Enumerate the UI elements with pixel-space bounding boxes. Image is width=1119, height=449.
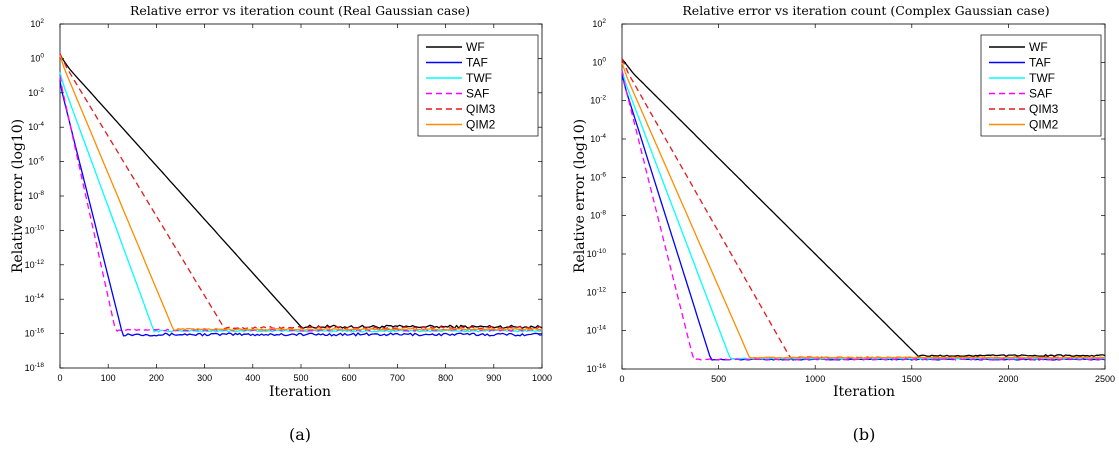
chart-a-series-qim2: [59, 55, 543, 331]
chart-b-y-tick-label: 10-2: [590, 95, 606, 106]
chart-b-ticks: 0 500 1000 1500 2000 2500 10-16 10-14 10-12 10-10…: [587, 18, 1115, 384]
chart-panel-b: Relative error vs iteration count (Compl…: [572, 3, 1115, 444]
chart-b-title: Relative error vs iteration count (Compl…: [682, 3, 1049, 18]
chart-b-legend-box: [980, 34, 1102, 137]
chart-b-series-saf: [621, 70, 1106, 361]
chart-b-legend-label: SAF: [1029, 87, 1052, 101]
chart-a-y-tick-label: 10-2: [28, 87, 44, 98]
chart-a-legend-label: QIM2: [466, 118, 496, 132]
chart-b-series-twf: [621, 70, 1106, 360]
chart-a-y-tick-label: 10-8: [28, 190, 44, 201]
chart-b-y-tick-label: 10-14: [587, 325, 607, 336]
chart-b-series-qim2: [621, 62, 1106, 359]
chart-b-legend-label: WF: [1029, 40, 1048, 54]
chart-b-x-tick-label: 2000: [998, 374, 1018, 384]
chart-b-y-tick-label: 10-4: [590, 133, 606, 144]
chart-a-x-tick-label: 500: [293, 373, 308, 383]
chart-a-series-qim3: [59, 53, 543, 330]
chart-a-x-tick-label: 200: [149, 373, 164, 383]
chart-a-legend-box: [417, 34, 539, 137]
chart-a-x-tick-label: 900: [486, 373, 501, 383]
chart-b-x-tick-label: 1000: [805, 374, 825, 384]
chart-a-x-label: Iteration: [269, 384, 331, 400]
chart-a-y-tick-label: 10-12: [25, 259, 45, 270]
chart-a-series-saf: [59, 75, 543, 332]
chart-b-y-tick-label: 102: [592, 18, 606, 29]
chart-b-caption: (b): [853, 425, 876, 444]
chart-b-legend-label: QIM2: [1029, 118, 1059, 132]
chart-a-title: Relative error vs iteration count (Real …: [130, 3, 470, 18]
chart-b-x-tick-label: 500: [711, 374, 726, 384]
chart-a-series: [59, 53, 543, 337]
chart-a-y-tick-label: 102: [30, 18, 44, 29]
chart-a-x-tick-label: 1000: [532, 373, 552, 383]
chart-a-x-tick-label: 600: [342, 373, 357, 383]
chart-a-x-tick-label: 700: [390, 373, 405, 383]
chart-a-y-tick-label: 10-6: [28, 156, 44, 167]
chart-b-x-tick-label: 0: [619, 374, 624, 384]
chart-a-y-tick-label: 10-14: [25, 293, 45, 304]
chart-a-y-tick-label: 10-4: [28, 121, 44, 132]
chart-b-y-tick-label: 10-10: [587, 248, 607, 259]
chart-a-legend-label: TWF: [466, 71, 492, 85]
chart-a-x-tick-label: 300: [197, 373, 212, 383]
chart-b-series-wf: [621, 58, 1106, 358]
chart-b-y-tick-label: 10-16: [587, 363, 607, 374]
chart-b-legend-label: TWF: [1029, 71, 1055, 85]
chart-b-y-tick-label: 100: [592, 56, 606, 67]
chart-b-y-tick-label: 10-6: [590, 171, 606, 182]
chart-b-legend-label: TAF: [1029, 56, 1051, 70]
chart-b-y-tick-label: 10-8: [590, 210, 606, 221]
chart-a-ticks: 0 100 200 300 400 500 600 700 800 900 1000 10-18 10-…: [25, 18, 552, 383]
chart-a-legend-label: TAF: [466, 56, 488, 70]
chart-b-series: [621, 58, 1106, 361]
chart-a-legend-label: SAF: [466, 87, 489, 101]
chart-a-caption: (a): [289, 425, 311, 444]
chart-b-y-label: Relative error (log10): [572, 119, 588, 273]
chart-a-y-tick-label: 10-18: [25, 362, 45, 373]
chart-b-x-label: Iteration: [833, 384, 895, 400]
chart-a-series-wf: [59, 54, 543, 330]
chart-a-legend-label: QIM3: [466, 102, 496, 116]
chart-b-y-tick-label: 10-12: [587, 286, 607, 297]
chart-a-y-label: Relative error (log10): [10, 119, 26, 273]
chart-panel-a: Relative error vs iteration count (Real …: [10, 3, 552, 444]
chart-a-y-tick-label: 10-10: [25, 224, 45, 235]
chart-a-x-tick-label: 800: [438, 373, 453, 383]
chart-b-x-tick-label: 2500: [1095, 374, 1115, 384]
chart-a-x-tick-label: 0: [57, 373, 62, 383]
chart-b-x-tick-label: 1500: [902, 374, 922, 384]
chart-a-y-tick-label: 10-16: [25, 328, 45, 339]
chart-a-x-tick-label: 100: [101, 373, 116, 383]
chart-b-legend-label: QIM3: [1029, 102, 1059, 116]
chart-a-y-tick-label: 100: [30, 52, 44, 63]
chart-a-series-taf: [59, 80, 543, 337]
chart-a-legend-label: WF: [466, 40, 485, 54]
chart-a-x-tick-label: 400: [245, 373, 260, 383]
